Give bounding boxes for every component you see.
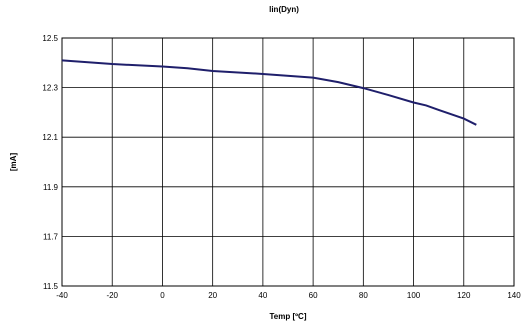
- x-tick-label: 60: [309, 291, 318, 300]
- y-axis-label: [mA]: [9, 153, 18, 172]
- x-tick-label: 120: [457, 291, 471, 300]
- x-tick-label: -20: [106, 291, 118, 300]
- x-axis-label: Temp [ºC]: [270, 312, 307, 321]
- x-tick-label: 20: [208, 291, 217, 300]
- y-tick-label: 12.5: [42, 34, 58, 43]
- chart-title: lin(Dyn): [269, 5, 299, 14]
- y-tick-label: 11.7: [43, 232, 59, 241]
- plot-area: [61, 37, 515, 287]
- x-tick-label: -40: [56, 291, 68, 300]
- x-tick-label: 140: [507, 291, 521, 300]
- series-line: [61, 59, 477, 126]
- x-tick-labels: -40 -20 0 20 40 60 80 100 120 140: [56, 291, 521, 300]
- y-tick-label: 12.3: [42, 84, 58, 93]
- y-tick-label: 11.5: [43, 282, 59, 291]
- x-tick-label: 0: [160, 291, 165, 300]
- x-tick-label: 100: [407, 291, 421, 300]
- y-tick-labels: 12.5 12.3 12.1 11.9 11.7 11.5: [42, 34, 58, 291]
- x-tick-label: 80: [359, 291, 368, 300]
- y-tick-label: 12.1: [42, 133, 58, 142]
- x-tick-label: 40: [258, 291, 267, 300]
- y-tick-label: 11.9: [43, 183, 59, 192]
